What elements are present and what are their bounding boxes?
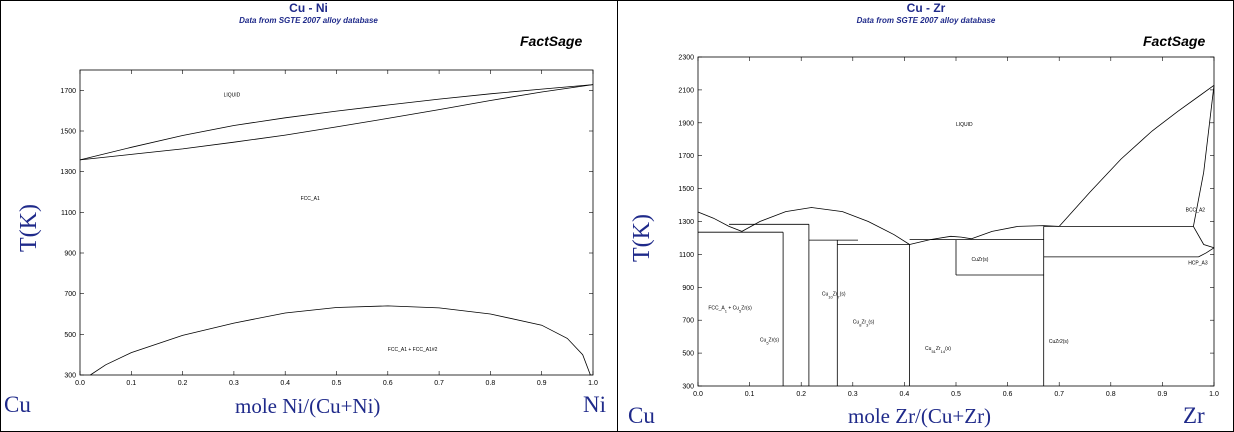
right-element-label: Zr	[1183, 403, 1205, 428]
phase-boundary-line	[79, 84, 594, 161]
x-tick-label: 0.9	[537, 380, 547, 387]
phase-region-label: HCP_A3	[1188, 260, 1208, 266]
chart-title: Cu - Ni	[289, 1, 328, 15]
y-tick-label: 300	[64, 373, 76, 380]
plot-frame	[79, 69, 594, 376]
x-tick-label: 0.0	[693, 391, 703, 398]
x-tick-label: 0.3	[848, 391, 858, 398]
phase-region-label: CuZr(s)	[971, 257, 988, 263]
phase-region-label: FCC_A1	[301, 196, 320, 202]
y-tick-label: 2300	[678, 55, 694, 62]
phase-region-label: FCC_A1 + Cu5Zr(s)	[708, 306, 752, 314]
phase-region-label: Cu10Zr7(s)	[822, 292, 846, 300]
phase-region-label: Cu5Zr(s)	[760, 338, 780, 346]
y-tick-label: 900	[64, 251, 76, 258]
x-tick-label: 0.6	[383, 380, 393, 387]
phase-region-label: LIQUID	[956, 122, 973, 128]
chart-title: Cu - Zr	[906, 1, 946, 15]
chart-panel-cu-zr: Cu - Zr Data from SGTE 2007 alloy databa…	[618, 0, 1234, 432]
y-tick-label: 1100	[679, 252, 694, 259]
phase-region-label: FCC_A1 + FCC_A1#2	[388, 347, 438, 353]
x-tick-label: 0.9	[1158, 391, 1168, 398]
y-tick-label: 500	[64, 332, 76, 339]
x-axis-label: mole Zr/(Cu+Zr)	[848, 404, 992, 428]
y-tick-label: 900	[682, 285, 694, 292]
phase-boundary-line	[1193, 226, 1215, 249]
x-tick-label: 0.8	[486, 380, 496, 387]
y-tick-label: 700	[64, 291, 76, 298]
x-tick-label: 0.4	[900, 391, 910, 398]
y-tick-label: 1100	[61, 210, 76, 217]
y-tick-label: 700	[682, 318, 694, 325]
x-tick-label: 0.7	[1054, 391, 1064, 398]
x-tick-label: 0.8	[1106, 391, 1116, 398]
phase-region-label: Cu51Zr14(s)	[925, 346, 951, 354]
phase-region-label: BCC_A2	[1186, 208, 1206, 214]
phase-region-label: LIQUID	[224, 92, 241, 98]
x-tick-label: 0.6	[1003, 391, 1013, 398]
phase-boundary-line	[90, 305, 591, 376]
x-axis-label: mole Ni/(Cu+Ni)	[235, 394, 381, 418]
x-tick-label: 1.0	[1209, 391, 1219, 398]
x-tick-label: 0.7	[434, 380, 444, 387]
phase-boundary-line	[1058, 84, 1215, 227]
phase-region-label: CuZr2(s)	[1049, 339, 1069, 345]
y-tick-label: 1300	[678, 219, 694, 226]
y-tick-label: 1900	[678, 120, 694, 127]
phase-boundary-line	[1193, 85, 1215, 227]
panel-divider	[617, 0, 618, 432]
left-element-label: Cu	[628, 403, 655, 428]
chart-subtitle: Data from SGTE 2007 alloy database	[239, 16, 378, 25]
x-tick-label: 0.2	[796, 391, 806, 398]
phase-boundary-line	[1198, 247, 1215, 258]
y-tick-label: 300	[682, 384, 694, 391]
right-element-label: Ni	[583, 392, 606, 417]
y-tick-label: 500	[682, 351, 694, 358]
left-element-label: Cu	[4, 392, 31, 417]
x-tick-label: 0.4	[280, 380, 290, 387]
x-tick-label: 0.5	[951, 391, 961, 398]
x-tick-label: 0.0	[75, 380, 85, 387]
chart-subtitle: Data from SGTE 2007 alloy database	[856, 16, 996, 25]
brand-label: FactSage	[1143, 33, 1206, 49]
phase-boundary-line	[79, 84, 594, 161]
chart-panel-cu-ni: Cu - Ni Data from SGTE 2007 alloy databa…	[4, 1, 606, 418]
x-tick-label: 1.0	[588, 380, 598, 387]
y-tick-label: 1700	[60, 88, 76, 95]
phase-region-label: Cu8Zr3(s)	[853, 319, 875, 327]
brand-label: FactSage	[520, 33, 583, 49]
chart-plot-area: 0.0 0.1 0.2 0.3 0.4 0.5 0.6 0.7 0.8 0.9 1.0 300 500 7…	[60, 69, 598, 387]
x-tick-label: 0.2	[178, 380, 188, 387]
phase-boundary-line	[971, 225, 1060, 240]
y-tick-label: 2100	[678, 87, 694, 94]
x-tick-label: 0.1	[745, 391, 755, 398]
x-tick-label: 0.5	[332, 380, 342, 387]
phase-boundary-line	[909, 235, 972, 245]
phase-boundary-line	[697, 207, 910, 245]
y-tick-label: 1500	[60, 129, 76, 136]
y-tick-label: 1500	[678, 186, 694, 193]
x-tick-label: 0.1	[126, 380, 136, 387]
chart-plot-area: 0.0 0.1 0.2 0.3 0.4 0.5 0.6 0.7 0.8 0.9 1.0 300 500 7…	[678, 55, 1219, 399]
y-tick-label: 1700	[678, 153, 694, 160]
x-tick-label: 0.3	[229, 380, 239, 387]
y-tick-label: 1300	[60, 169, 76, 176]
